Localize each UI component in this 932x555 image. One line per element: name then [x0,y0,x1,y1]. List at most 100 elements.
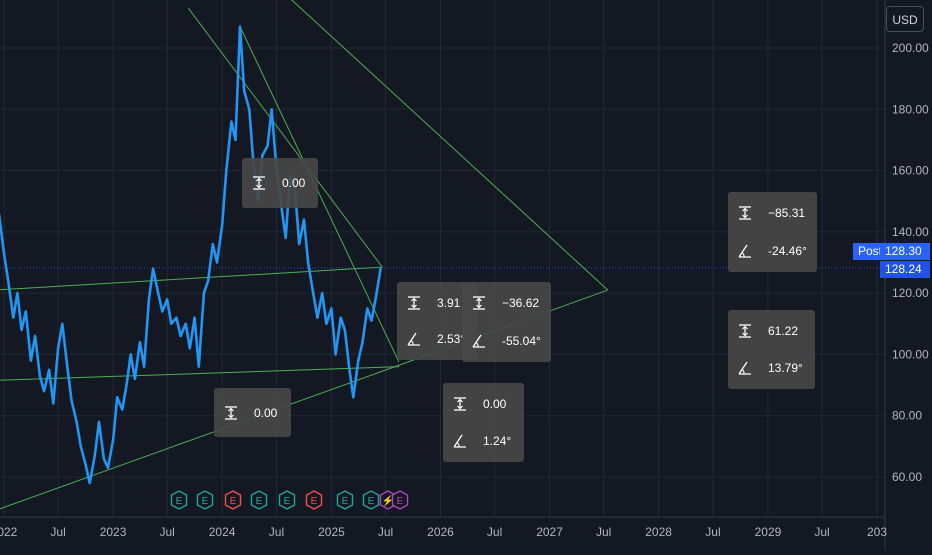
svg-text:E: E [397,496,404,507]
x-tick-label: Jul [378,525,393,539]
measurement-angle: 2.53° [397,329,477,349]
measurement-value: -55.04° [502,334,541,348]
y-tick-label: 80.00 [892,409,922,423]
price-range-icon [222,403,240,423]
y-tick-label: 120.00 [892,286,929,300]
measurement-price-change: 3.91 [397,293,477,313]
angle-icon [736,358,754,378]
svg-text:E: E [311,496,318,507]
y-tick-label: 100.00 [892,347,929,361]
x-tick-label: 2026 [427,525,454,539]
earnings-event-icon[interactable]: E [362,490,380,510]
post-market-price-tag: 128.30 [880,243,930,260]
svg-text:E: E [342,496,349,507]
x-tick-label: Jul [814,525,829,539]
measurement-price-change: −85.31 [728,203,817,223]
y-tick-label: 180.00 [892,102,929,116]
trend-line [0,266,383,291]
price-range-icon [736,203,754,223]
earnings-event-icon[interactable]: E [170,490,188,510]
x-tick-label: 2028 [645,525,672,539]
trend-line [0,366,399,381]
measurement-label[interactable]: 0.00 [214,388,291,437]
trend-line [187,7,383,268]
y-tick-label: 60.00 [892,470,922,484]
svg-text:E: E [284,496,291,507]
svg-text:E: E [230,496,237,507]
measurement-value: −85.31 [768,206,806,220]
x-tick-label: Jul [269,525,284,539]
measurement-value: 0.00 [483,397,507,411]
x-axis: 2022 Jul 2023 Jul 2024 Jul 2025 Jul 2026 Jul 2027 J… [0,516,887,539]
x-tick-label: 2024 [209,525,236,539]
x-tick-label: 2029 [755,525,782,539]
earnings-event-icon[interactable]: E [336,490,354,510]
measurement-price-change: 0.00 [242,173,318,193]
measurement-label[interactable]: −36.62 -55.04° [462,282,551,362]
measurement-value: -24.46° [768,244,807,258]
earnings-event-icon[interactable]: E [196,490,214,510]
price-line-series [0,25,382,485]
x-tick-label: 203 [867,525,887,539]
measurement-price-change: −36.62 [462,293,551,313]
measurement-value: 61.22 [768,324,799,338]
svg-text:E: E [256,496,263,507]
svg-text:E: E [368,496,375,507]
measurement-value: 0.00 [282,176,306,190]
measurement-value: 0.00 [254,405,278,420]
x-tick-label: 2027 [536,525,563,539]
post-market-label: Post [853,243,888,260]
x-tick-label: Jul [487,525,502,539]
measurement-angle: 13.79° [728,358,815,378]
price-range-icon [736,321,754,341]
measurement-value: 13.79° [768,361,803,375]
trend-line [291,0,609,291]
measurement-value: 1.24° [483,434,512,448]
split-event-icon[interactable]: ⚡ [379,490,397,510]
x-tick-label: Jul [50,525,65,539]
x-tick-label: Jul [705,525,720,539]
measurement-price-change: 0.00 [443,394,524,414]
price-range-icon [451,394,469,414]
measurement-label[interactable]: 0.00 [242,158,318,208]
measurement-price-change: 61.22 [728,321,815,341]
x-tick-label: 2022 [0,525,18,539]
y-tick-label: 160.00 [892,164,929,178]
measurement-value: 2.53° [437,332,466,346]
svg-text:⚡: ⚡ [382,494,394,507]
x-tick-label: 2025 [318,525,345,539]
angle-icon [451,431,469,451]
earnings-event-icon[interactable]: E [278,490,296,510]
last-price-tag: 128.24 [880,261,930,278]
price-range-icon [405,293,423,313]
series-layer [0,25,885,485]
earnings-event-icon[interactable]: E [391,490,409,510]
angle-icon [405,329,423,349]
trend-line [239,26,400,363]
price-range-icon [470,293,488,313]
earnings-event-icon[interactable]: E [224,490,242,510]
angle-icon [736,241,754,261]
x-tick-label: Jul [596,525,611,539]
measurement-value: 3.91 [437,296,461,310]
x-tick-label: 2023 [100,525,127,539]
measurement-price-change: 0.00 [214,403,291,423]
measurement-label[interactable]: −85.31 -24.46° [728,192,817,272]
measurement-angle: -24.46° [728,241,817,261]
svg-text:E: E [176,496,183,507]
earnings-event-icon[interactable]: E [250,490,268,510]
measurement-label[interactable]: 0.00 1.24° [443,383,524,462]
x-tick-label: Jul [159,525,174,539]
earnings-event-icon[interactable]: E [305,490,323,510]
angle-icon [470,331,488,351]
measurement-angle: 1.24° [443,431,524,451]
measurement-label[interactable]: 61.22 13.79° [728,310,815,389]
y-tick-label: 140.00 [892,225,929,239]
price-range-icon [250,173,268,193]
currency-button[interactable]: USD [886,6,924,32]
svg-text:E: E [202,496,209,507]
measurement-value: −36.62 [502,296,540,310]
y-tick-label: 200.00 [892,41,929,55]
